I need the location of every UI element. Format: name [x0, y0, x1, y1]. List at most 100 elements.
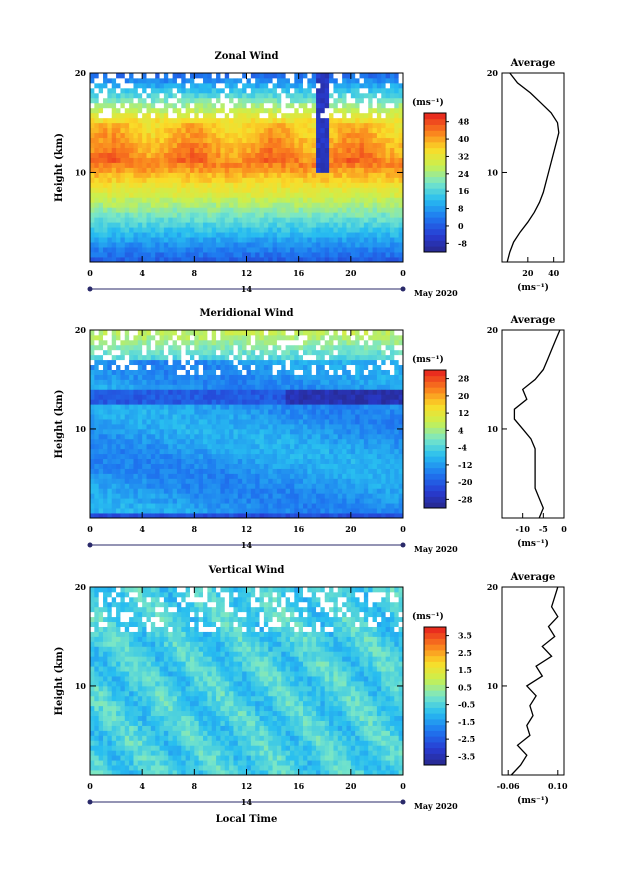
heatmap-cell — [111, 438, 117, 445]
heatmap-cell — [281, 330, 287, 336]
heatmap-cell — [233, 448, 239, 455]
heatmap-cell — [316, 344, 321, 351]
heatmap-cell — [255, 513, 260, 519]
heatmap-cell — [372, 97, 378, 104]
heatmap-cell — [289, 247, 295, 253]
heatmap-cell — [333, 463, 339, 469]
heatmap-cell — [172, 339, 178, 346]
heatmap-cell — [111, 458, 117, 464]
heatmap-cell — [255, 167, 260, 173]
heatmap-cell — [111, 222, 117, 228]
heatmap-cell — [116, 433, 121, 440]
heatmap-cell — [172, 77, 178, 84]
heatmap-cell — [116, 473, 121, 479]
heatmap-cell — [133, 232, 139, 238]
heatmap-cell — [150, 73, 156, 79]
heatmap-cell — [142, 177, 147, 183]
heatmap-cell — [116, 424, 121, 430]
heatmap-cell — [142, 227, 147, 233]
heatmap-cell — [276, 252, 282, 258]
heatmap-cell — [285, 513, 291, 519]
heatmap-cell — [394, 137, 400, 144]
heatmap-cell — [268, 458, 273, 464]
heatmap-cell — [250, 433, 256, 440]
heatmap-cell — [268, 428, 273, 435]
heatmap-cell — [289, 82, 295, 89]
heatmap-cell — [294, 503, 300, 509]
heatmap-cell — [307, 349, 313, 356]
heatmap-cell — [168, 152, 173, 158]
heatmap-cell — [268, 112, 273, 119]
x-tick-label: 4 — [139, 268, 145, 278]
heatmap-cell — [263, 453, 269, 460]
heatmap-cell — [281, 132, 287, 139]
heatmap-cell — [124, 187, 130, 193]
heatmap-cell — [298, 87, 304, 94]
heatmap-cell — [116, 112, 121, 119]
heatmap-cell — [311, 172, 317, 178]
heatmap-cell — [224, 344, 230, 351]
heatmap-cell — [229, 404, 234, 410]
heatmap-cell — [229, 488, 234, 494]
heatmap-cell — [289, 349, 295, 356]
heatmap-cell — [311, 132, 317, 139]
heatmap-cell — [268, 513, 273, 519]
heatmap-cell — [303, 463, 308, 469]
heatmap-cell — [289, 202, 295, 208]
heatmap-cell — [307, 132, 313, 139]
heatmap-cell — [120, 237, 126, 243]
heatmap-cell — [268, 503, 273, 509]
heatmap-cell — [124, 197, 130, 203]
heatmap-cell — [281, 503, 287, 509]
heatmap-cell — [185, 409, 191, 415]
heatmap-cell — [294, 433, 300, 440]
heatmap-cell — [111, 92, 117, 99]
heatmap-cell — [268, 463, 273, 469]
heatmap-cell — [137, 458, 143, 464]
heatmap-cell — [237, 513, 243, 519]
heatmap-cell — [168, 207, 173, 213]
heatmap-cell — [281, 354, 287, 361]
heatmap-cell — [137, 122, 143, 129]
heatmap-cell — [237, 428, 243, 435]
heatmap-cell — [311, 202, 317, 208]
heatmap-cell — [142, 438, 147, 445]
heatmap-cell — [298, 448, 304, 455]
heatmap-cell — [229, 473, 234, 479]
heatmap-cell — [294, 384, 300, 390]
heatmap-cell — [294, 167, 300, 173]
heatmap-cell — [268, 389, 273, 395]
heatmap-cell — [142, 162, 147, 168]
heatmap-cell — [103, 142, 108, 148]
heatmap-cell — [124, 354, 130, 361]
heatmap-cell — [294, 334, 300, 341]
heatmap-cell — [129, 152, 134, 158]
heatmap-cell — [368, 87, 373, 94]
heatmap-cell — [355, 172, 360, 178]
heatmap-cell — [281, 197, 287, 203]
heatmap-cell — [250, 448, 256, 455]
heatmap-cell — [129, 394, 134, 400]
heatmap-cell — [229, 112, 234, 119]
heatmap-cell — [242, 82, 247, 89]
heatmap-cell — [242, 453, 247, 460]
heatmap-cell — [181, 102, 187, 109]
heatmap-cell — [259, 344, 265, 351]
heatmap-cell — [168, 217, 173, 223]
heatmap-cell — [263, 192, 269, 198]
heatmap-cell — [246, 177, 252, 183]
heatmap-cell — [211, 364, 217, 370]
heatmap-cell — [163, 232, 169, 238]
heatmap-cell — [194, 247, 200, 253]
heatmap-cell — [181, 77, 187, 84]
heatmap-cell — [242, 92, 247, 99]
heatmap-cell — [281, 192, 287, 198]
heatmap-cell — [116, 237, 121, 243]
heatmap-cell — [146, 232, 152, 238]
colorbar-tick-label: 8 — [458, 204, 464, 214]
heatmap-cell — [111, 162, 117, 168]
heatmap-cell — [155, 453, 160, 460]
heatmap-cell — [276, 433, 282, 440]
heatmap-cell — [355, 87, 360, 94]
heatmap-cell — [333, 152, 339, 158]
